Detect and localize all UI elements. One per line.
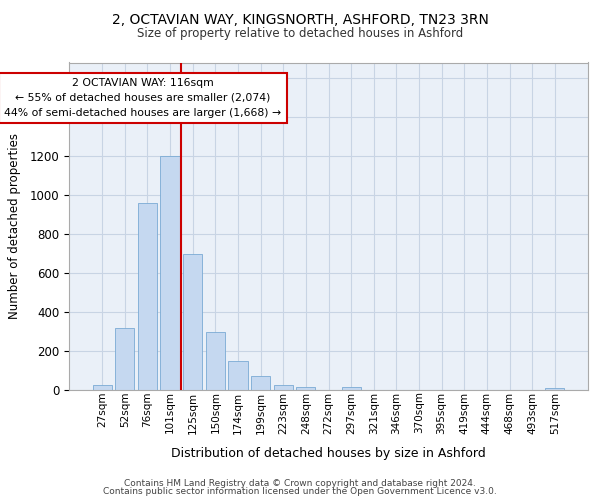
Bar — [274, 384, 293, 390]
Bar — [296, 387, 316, 390]
Text: Size of property relative to detached houses in Ashford: Size of property relative to detached ho… — [137, 28, 463, 40]
Bar — [160, 156, 180, 390]
Bar — [115, 328, 134, 390]
Bar — [229, 361, 248, 390]
Text: 2, OCTAVIAN WAY, KINGSNORTH, ASHFORD, TN23 3RN: 2, OCTAVIAN WAY, KINGSNORTH, ASHFORD, TN… — [112, 12, 488, 26]
Text: Contains HM Land Registry data © Crown copyright and database right 2024.: Contains HM Land Registry data © Crown c… — [124, 478, 476, 488]
X-axis label: Distribution of detached houses by size in Ashford: Distribution of detached houses by size … — [171, 448, 486, 460]
Bar — [183, 254, 202, 390]
Text: Contains public sector information licensed under the Open Government Licence v3: Contains public sector information licen… — [103, 488, 497, 496]
Bar — [206, 332, 225, 390]
Bar — [251, 376, 270, 390]
Bar — [545, 388, 565, 390]
Text: 2 OCTAVIAN WAY: 116sqm
← 55% of detached houses are smaller (2,074)
44% of semi-: 2 OCTAVIAN WAY: 116sqm ← 55% of detached… — [4, 78, 281, 118]
Bar — [92, 384, 112, 390]
Bar — [138, 203, 157, 390]
Bar — [341, 387, 361, 390]
Y-axis label: Number of detached properties: Number of detached properties — [8, 133, 21, 320]
